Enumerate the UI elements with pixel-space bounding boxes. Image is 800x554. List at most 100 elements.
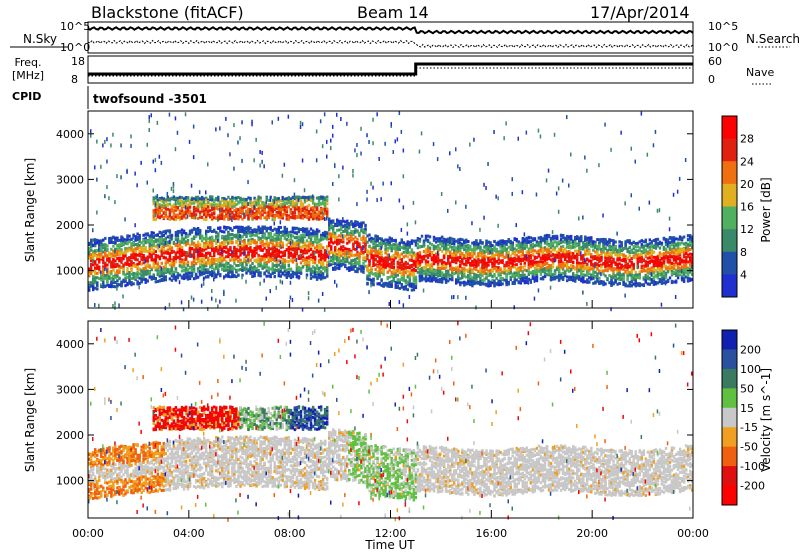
echo-cell [164, 264, 168, 268]
echo-cell [124, 254, 127, 258]
echo-cell [94, 262, 97, 266]
echo-cell [110, 254, 113, 258]
echo-cell [130, 237, 133, 241]
echo-cell [184, 273, 188, 277]
echo-cell [112, 275, 115, 278]
echo-cell [174, 257, 178, 261]
echo-cell [106, 254, 109, 258]
echo-cell [120, 248, 123, 252]
echo-cell [132, 262, 135, 265]
echo-cell [200, 259, 204, 263]
echo-cell [237, 264, 240, 267]
echo-cell [130, 245, 133, 249]
echo-cell [150, 246, 153, 250]
echo-cell [174, 238, 178, 242]
echo-cell [164, 214, 168, 218]
echo-cell [205, 245, 208, 249]
echo-cell [88, 270, 91, 274]
echo-cell [170, 278, 174, 282]
echo-cell [348, 223, 351, 227]
echo-cell [205, 202, 208, 206]
echo-cell [338, 197, 340, 202]
echo-cell [202, 277, 205, 282]
echo-cell [205, 268, 207, 273]
echo-cell [160, 208, 164, 212]
echo-cell [374, 236, 376, 241]
echo-cell [364, 223, 367, 227]
echo-cell [190, 228, 194, 232]
echo-cell [180, 269, 184, 273]
echo-cell [338, 174, 340, 179]
echo-cell [279, 236, 283, 240]
echo-cell [118, 243, 121, 247]
echo-cell [174, 200, 177, 205]
echo-cell [120, 260, 123, 264]
echo-cell [279, 279, 282, 284]
echo-cell [178, 245, 182, 249]
echo-cell [132, 256, 135, 260]
echo-cell [146, 259, 149, 263]
echo-cell [336, 252, 339, 256]
echo-cell [164, 241, 167, 246]
echo-cell [118, 303, 120, 308]
echo-cell [140, 246, 143, 249]
echo-cell [136, 281, 139, 285]
echo-cell [152, 159, 154, 164]
echo-cell [390, 283, 393, 287]
echo-cell [336, 238, 339, 242]
echo-cell [243, 212, 245, 217]
echo-cell [100, 278, 103, 282]
echo-cell [186, 269, 190, 273]
echo-cell [198, 190, 201, 195]
echo-cell [376, 112, 378, 117]
echo-cell [136, 238, 139, 242]
echo-cell [336, 112, 338, 117]
echo-cell [138, 236, 141, 239]
echo-cell [130, 247, 133, 251]
echo-cell [150, 231, 153, 235]
echo-cell [261, 239, 264, 243]
echo-cell [360, 151, 362, 156]
echo-cell [164, 275, 168, 279]
echo-cell [190, 269, 194, 273]
echo-cell [170, 186, 173, 191]
echo-cell [289, 295, 292, 300]
echo-cell [112, 258, 115, 262]
echo-cell [229, 246, 232, 250]
echo-cell [156, 273, 160, 277]
echo-cell [215, 127, 217, 132]
echo-cell [152, 188, 154, 193]
echo-cell [285, 210, 289, 214]
echo-cell [198, 213, 202, 217]
echo-cell [118, 246, 121, 250]
echo-cell [184, 216, 188, 220]
echo-cell [207, 251, 210, 255]
echo-cell [287, 255, 291, 259]
echo-cell [249, 258, 252, 262]
echo-cell [180, 209, 184, 213]
echo-cell [104, 261, 107, 265]
echo-cell [92, 256, 95, 260]
echo-cell [299, 120, 302, 125]
echo-cell [98, 247, 100, 252]
echo-cell [152, 259, 155, 263]
echo-cell [287, 234, 290, 239]
nsearch-label: N.Search [746, 32, 800, 46]
echo-cell [190, 240, 194, 244]
echo-cell [138, 281, 141, 285]
echo-cell [178, 198, 182, 202]
echo-cell [182, 258, 186, 262]
echo-cell [241, 120, 243, 125]
echo-cell [172, 276, 176, 280]
echo-cell [146, 142, 148, 147]
echo-cell [269, 197, 271, 202]
station-title: Blackstone (fitACF) [91, 3, 244, 22]
echo-cell [90, 133, 92, 138]
echo-cell [283, 162, 286, 167]
echo-cell [319, 119, 322, 124]
echo-cell [148, 240, 151, 244]
echo-cell [122, 272, 125, 276]
echo-cell [338, 267, 341, 271]
echo-cell [120, 282, 123, 286]
echo-cell [336, 228, 339, 232]
